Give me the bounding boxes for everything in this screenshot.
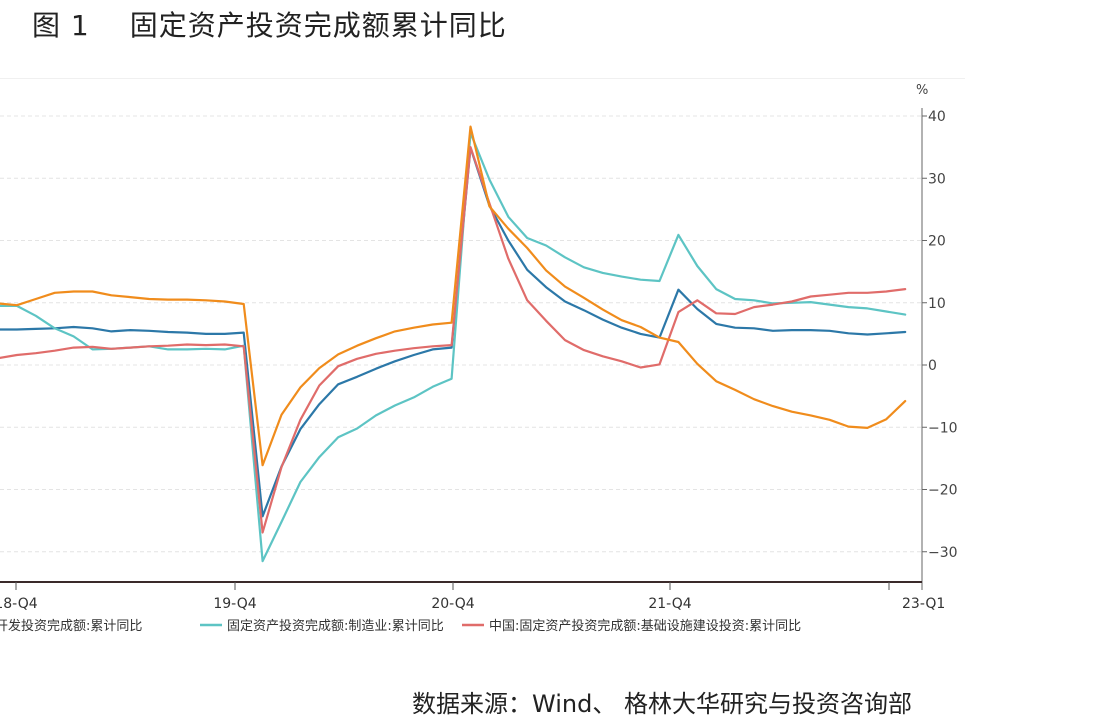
x-tick-label: 21-Q4 bbox=[648, 596, 691, 612]
y-tick-label: 0 bbox=[928, 358, 937, 374]
y-axis-unit: % bbox=[916, 83, 928, 98]
x-tick-label: 20-Q4 bbox=[431, 596, 474, 612]
y-tick-label: 40 bbox=[928, 109, 946, 125]
x-tick-label: 19-Q4 bbox=[213, 596, 256, 612]
figure-title: 图 1 固定资产投资完成额累计同比 bbox=[32, 4, 507, 44]
figure-number: 图 1 bbox=[32, 9, 90, 42]
series-line bbox=[0, 145, 907, 534]
figure-title-text: 固定资产投资完成额累计同比 bbox=[129, 9, 507, 42]
legend-label: 固定资产投资完成额:制造业:累计同比 bbox=[227, 618, 444, 634]
x-tick-label: 23-Q1 bbox=[902, 596, 945, 612]
y-tick-label: −20 bbox=[928, 483, 958, 499]
y-tick-label: 10 bbox=[928, 296, 946, 312]
y-tick-label: −30 bbox=[928, 545, 958, 561]
line-chart: 40 30 20 10 0 −10 −20 −30% 18-Q4 19-Q4 20-Q4 21-Q4 2… bbox=[0, 78, 965, 634]
y-tick-label: −10 bbox=[928, 420, 958, 436]
legend-label: 中国:固定资产投资完成额:基础设施建设投资:累计同比 bbox=[489, 618, 801, 634]
series-line bbox=[0, 146, 907, 518]
figure-source: 数据来源：Wind、 格林大华研究与投资咨询部 bbox=[412, 690, 912, 718]
y-tick-label: 30 bbox=[928, 171, 946, 187]
x-tick-label: 18-Q4 bbox=[0, 596, 38, 612]
y-tick-label: 20 bbox=[928, 234, 946, 250]
series-line bbox=[0, 125, 907, 467]
legend-label: 房地产开发投资完成额:累计同比 bbox=[0, 618, 142, 634]
chart: 40 30 20 10 0 −10 −20 −30% 18-Q4 19-Q4 20-Q4 21-Q4 2… bbox=[0, 78, 965, 638]
